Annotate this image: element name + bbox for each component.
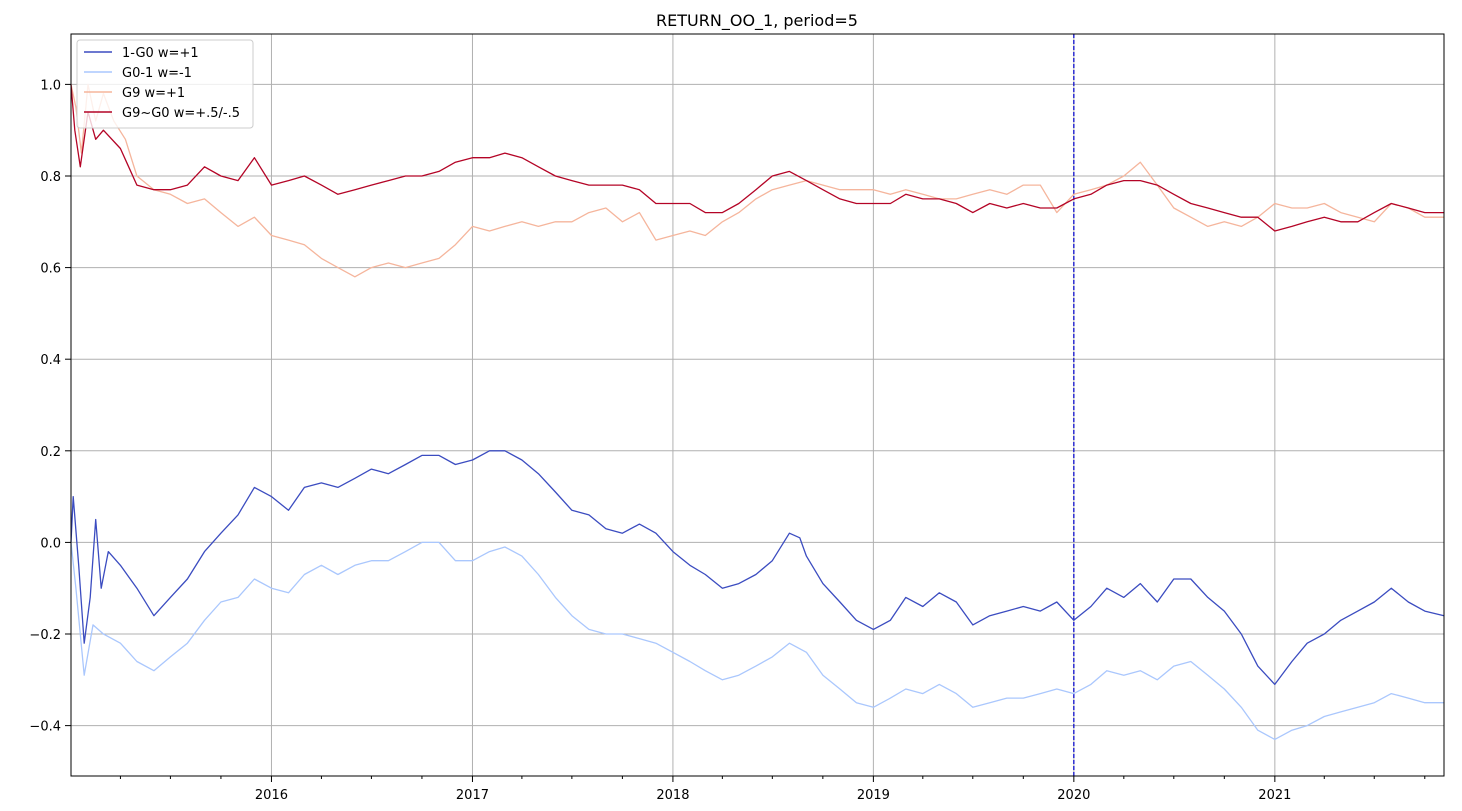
x-tick-label: 2020 [1057,788,1090,803]
x-tick-label: 2021 [1258,788,1291,803]
y-tick-label: 0.6 [40,262,61,277]
legend-box [76,39,254,129]
legend-label-2: G9 w=+1 [122,86,185,101]
x-axis: 2016 2017 2018 2019 2020 2021 [119,776,1426,803]
y-tick-label: −0.4 [29,720,61,735]
y-tick-label: −0.2 [29,628,61,643]
grid [71,34,1444,776]
legend-label-0: 1-G0 w=+1 [122,46,199,61]
legend-label-1: G0-1 w=-1 [122,66,192,81]
plot-frame [70,33,1445,777]
y-tick-label: 0.8 [40,170,61,185]
x-tick-label: 2018 [656,788,689,803]
legend-label-3: G9~G0 w=+.5/-.5 [122,106,240,121]
x-tick-label: 2019 [857,788,890,803]
y-tick-label: 0.2 [40,445,61,460]
y-tick-label: 0.4 [40,353,61,368]
chart-title: RETURN_OO_1, period=5 [656,11,858,31]
y-axis: 1.0 0.8 0.6 0.4 0.2 0.0 −0.2 −0.4 [29,78,71,735]
series-line-0 [70,450,1445,686]
series-line-3 [70,84,1444,232]
series-line-2 [70,83,1444,278]
x-tick-label: 2016 [255,788,288,803]
legend: 1-G0 w=+1 G0-1 w=-1 G9 w=+1 G9~G0 w=+.5/-.5 [76,39,254,129]
y-tick-label: 1.0 [40,78,61,93]
y-tick-label: 0.0 [40,536,61,551]
series-lines [70,83,1445,741]
series-line-1 [70,541,1444,741]
x-tick-label: 2017 [456,788,489,803]
